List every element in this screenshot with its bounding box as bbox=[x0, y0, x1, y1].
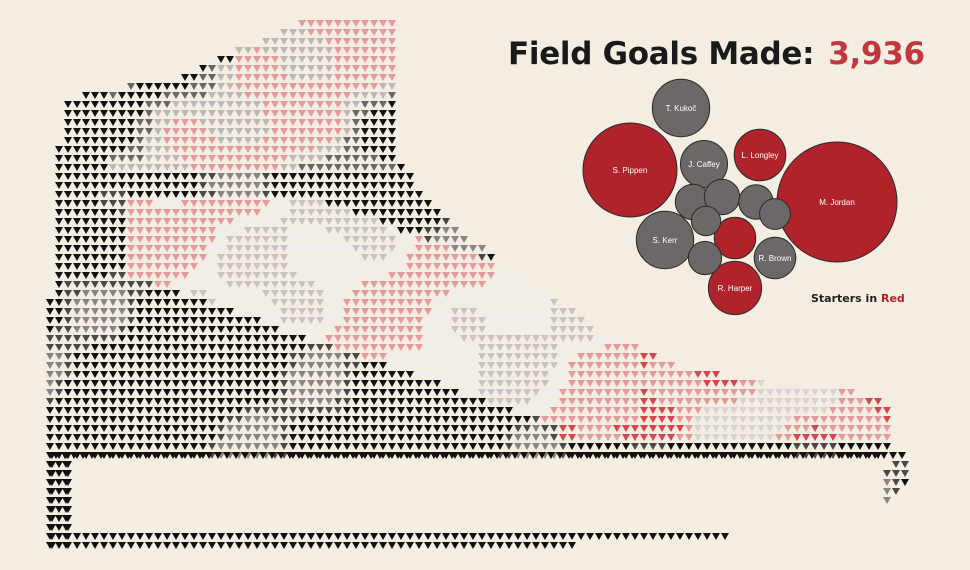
player-bubble[interactable] bbox=[687, 240, 723, 276]
player-bubble-chart: M. Jordan S. Pippen T. Kukoč J. Caffey L. Lo… bbox=[582, 78, 898, 316]
player-bubble[interactable] bbox=[733, 128, 787, 182]
player-bubble-label: L. Longley bbox=[742, 151, 779, 160]
player-bubble[interactable] bbox=[635, 210, 695, 270]
player-bubble[interactable] bbox=[680, 140, 728, 188]
starters-legend: Starters in Red bbox=[811, 292, 905, 305]
player-bubble[interactable] bbox=[713, 216, 757, 260]
player-bubble[interactable] bbox=[753, 236, 797, 280]
legend-highlight: Red bbox=[880, 292, 905, 305]
player-bubble[interactable] bbox=[582, 122, 678, 218]
player-bubble[interactable] bbox=[759, 198, 791, 230]
player-bubble-label: S. Kerr bbox=[653, 236, 678, 245]
player-bubble-label: R. Brown bbox=[759, 254, 792, 263]
player-bubble[interactable] bbox=[707, 260, 763, 316]
title-label: Field Goals Made: bbox=[508, 36, 815, 72]
title-total-value: 3,936 bbox=[828, 36, 925, 72]
sneaker-triangle-mosaic bbox=[46, 20, 909, 549]
player-bubble-label: R. Harper bbox=[718, 284, 753, 293]
player-bubble-label: M. Jordan bbox=[819, 198, 855, 207]
player-bubble-label: S. Pippen bbox=[613, 166, 648, 175]
player-bubble[interactable] bbox=[651, 78, 711, 138]
legend-prefix: Starters in bbox=[811, 292, 881, 305]
chart-title: Field Goals Made: 3,936 bbox=[508, 36, 925, 72]
player-bubble-label: T. Kukoč bbox=[666, 104, 697, 113]
player-bubble-label: J. Caffey bbox=[688, 160, 719, 169]
player-bubble[interactable] bbox=[690, 205, 722, 237]
